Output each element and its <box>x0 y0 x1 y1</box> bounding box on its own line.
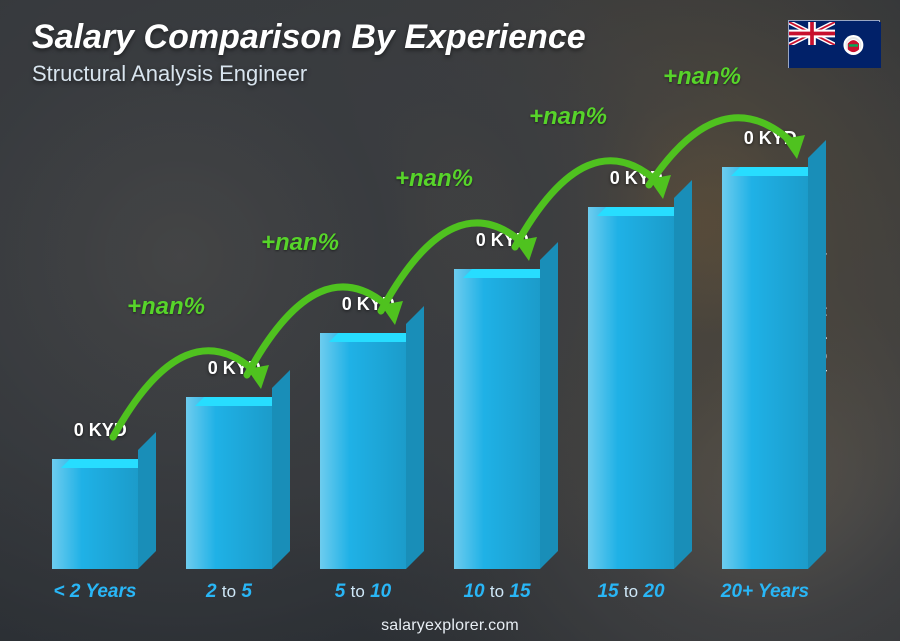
bar <box>588 207 674 569</box>
category-label: 5 to 10 <box>335 581 391 603</box>
infographic-stage: Salary Comparison By Experience Structur… <box>0 0 900 641</box>
delta-label: +nan% <box>529 103 607 131</box>
value-label: 0 KYD <box>208 358 261 379</box>
title: Salary Comparison By Experience <box>32 18 586 57</box>
category-label: 10 to 15 <box>463 581 530 603</box>
category-label: < 2 Years <box>54 581 137 603</box>
bar <box>186 397 272 569</box>
value-label: 0 KYD <box>342 294 395 315</box>
value-label: 0 KYD <box>476 230 529 251</box>
bar <box>722 167 808 569</box>
category-label: 15 to 20 <box>597 581 664 603</box>
delta-label: +nan% <box>261 229 339 257</box>
bar <box>52 459 138 569</box>
value-label: 0 KYD <box>74 420 127 441</box>
title-block: Salary Comparison By Experience Structur… <box>32 18 586 87</box>
bar-chart: 0 KYD< 2 Years0 KYD2 to 50 KYD5 to 100 K… <box>40 120 840 569</box>
delta-label: +nan% <box>127 293 205 321</box>
footer-attribution: salaryexplorer.com <box>0 617 900 635</box>
bar <box>454 269 540 569</box>
delta-label: +nan% <box>663 63 741 91</box>
value-label: 0 KYD <box>744 128 797 149</box>
flag-icon <box>788 20 880 68</box>
delta-label: +nan% <box>395 165 473 193</box>
subtitle: Structural Analysis Engineer <box>32 61 586 87</box>
category-label: 20+ Years <box>721 581 809 603</box>
category-label: 2 to 5 <box>206 581 252 603</box>
value-label: 0 KYD <box>610 168 663 189</box>
bar <box>320 333 406 569</box>
